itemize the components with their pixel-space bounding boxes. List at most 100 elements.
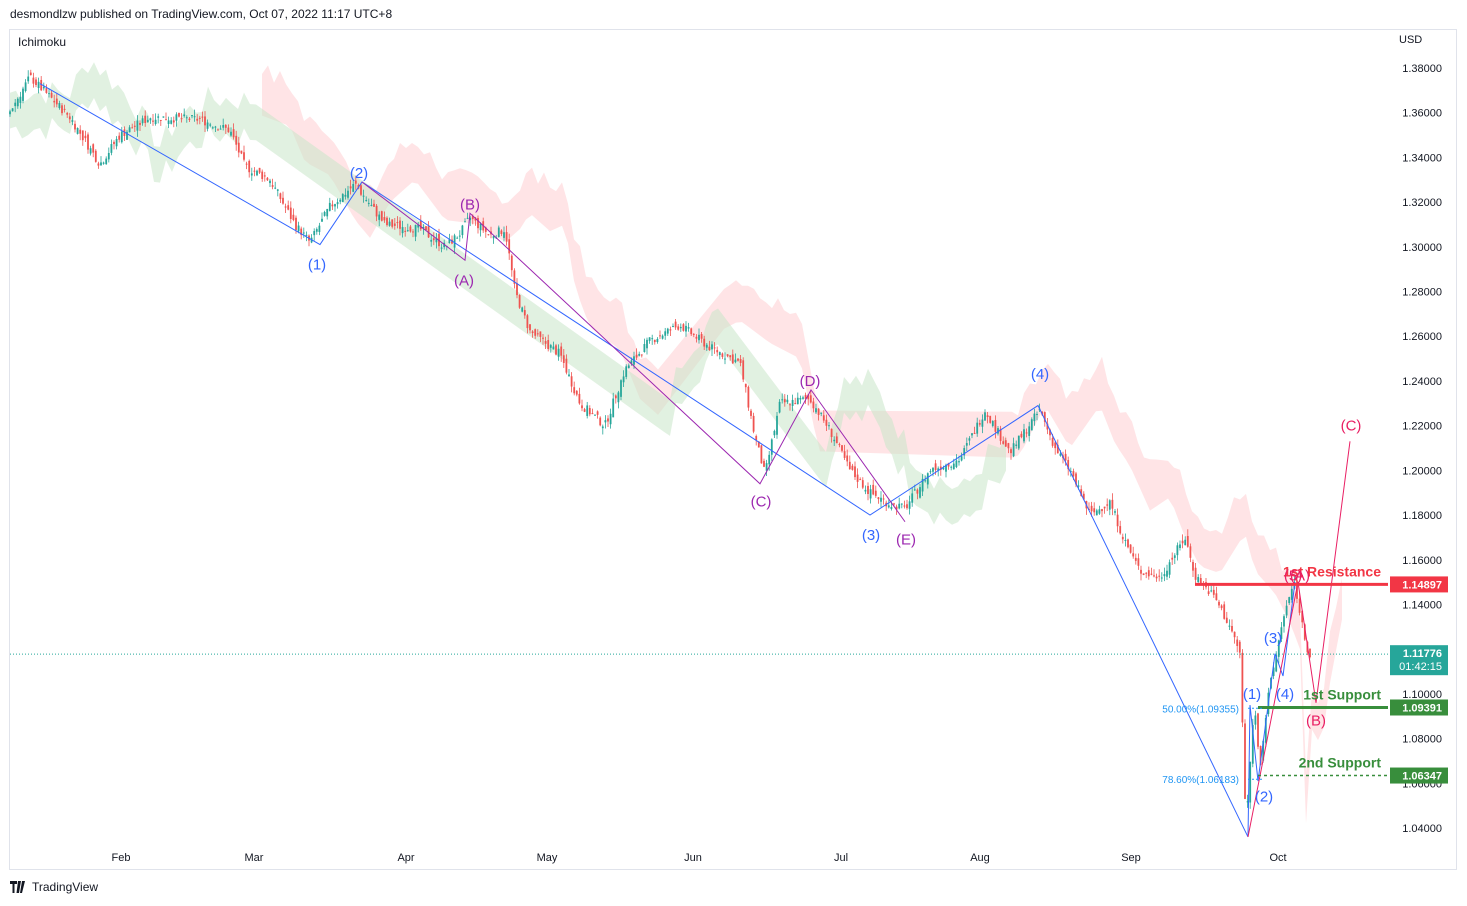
candle-body <box>1228 625 1231 627</box>
candle-body <box>323 212 326 216</box>
candle-body <box>414 224 417 237</box>
candle-body <box>674 321 677 328</box>
candle-body <box>266 177 269 181</box>
candle-body <box>807 394 810 400</box>
wave-pink-projection[interactable] <box>1247 441 1351 838</box>
candle-body <box>1220 605 1223 609</box>
candle-body <box>110 144 113 153</box>
candle-body <box>1046 423 1049 430</box>
candle-body <box>37 81 40 89</box>
candle-body <box>458 235 461 237</box>
candle-body <box>1244 723 1246 799</box>
candle-body <box>848 461 851 470</box>
candle-body <box>128 127 131 133</box>
candle-body <box>380 211 383 221</box>
candle-body <box>1210 590 1213 592</box>
candle-body <box>204 116 206 126</box>
candle-body <box>586 405 589 416</box>
level-price-tag <box>1390 767 1448 784</box>
candle-body <box>1007 443 1010 449</box>
candle-body <box>466 217 469 219</box>
candle-body <box>989 415 992 423</box>
tradingview-footer[interactable]: TradingView <box>10 880 98 894</box>
candle-body <box>952 463 955 470</box>
candle-body <box>1051 438 1054 446</box>
current-price-tag <box>1390 645 1448 676</box>
candle-body <box>19 96 22 103</box>
candle-body <box>276 189 279 191</box>
candle-body <box>1140 569 1142 574</box>
candle-body <box>1129 544 1132 553</box>
candle-body <box>144 115 147 123</box>
x-tick-label: May <box>537 852 558 864</box>
wave-purple-correction[interactable] <box>361 181 906 523</box>
candle-body <box>768 454 771 465</box>
candle-body <box>94 150 97 162</box>
candle-body <box>87 134 89 150</box>
candle-body <box>934 463 937 471</box>
candle-body <box>973 432 976 434</box>
candle-body <box>261 171 264 179</box>
candle-body <box>924 480 927 482</box>
candle-body <box>97 163 100 166</box>
candle-body <box>1028 426 1031 436</box>
candle-body <box>887 505 890 508</box>
candle-body <box>305 234 308 236</box>
candle-body <box>326 208 329 217</box>
candle-body <box>625 366 628 377</box>
x-tick-label: Feb <box>112 852 131 864</box>
candle-body <box>1049 429 1051 436</box>
candle-body <box>711 344 713 350</box>
candle-body <box>191 115 193 117</box>
candle-body <box>74 123 76 130</box>
candle-body <box>716 350 719 353</box>
candle-body <box>880 497 882 502</box>
candle-body <box>170 120 173 124</box>
candle-body <box>334 204 336 207</box>
candle-body <box>1069 471 1072 473</box>
current-price-tag-text: 1.11776 <box>1403 648 1442 660</box>
candle-body <box>401 227 404 234</box>
wave-blue-minor[interactable] <box>1247 582 1296 837</box>
wave-label: (C) <box>751 494 772 511</box>
candle-body <box>422 226 425 229</box>
candle-body <box>529 324 531 331</box>
wave-label: (1) <box>1243 686 1261 703</box>
candle-body <box>510 255 513 271</box>
candle-body <box>113 141 115 145</box>
candle-body <box>685 325 687 332</box>
wave-blue-primary[interactable] <box>39 83 1249 838</box>
indicator-label[interactable]: Ichimoku <box>18 35 67 49</box>
candle-body <box>895 506 898 510</box>
candle-body <box>126 131 128 140</box>
candle-body <box>40 79 43 91</box>
candle-body <box>560 346 563 356</box>
candle-body <box>698 334 700 341</box>
candle-body <box>1121 536 1124 540</box>
candle-body <box>830 428 833 437</box>
candle-body <box>217 129 219 131</box>
candle-body <box>1231 625 1233 632</box>
candle-body <box>573 387 576 394</box>
candle-body <box>1249 761 1252 803</box>
candle-body <box>302 232 305 234</box>
candle-body <box>16 98 19 107</box>
candle-body <box>107 153 110 160</box>
candle-body <box>336 202 339 205</box>
x-tick-label: Sep <box>1121 852 1141 864</box>
candle-body <box>1134 557 1137 561</box>
candle-body <box>209 124 212 126</box>
footer-brand: TradingView <box>32 880 99 894</box>
candle-body <box>383 217 386 221</box>
candle-body <box>92 144 95 153</box>
wave-label: (E) <box>896 532 916 549</box>
candle-body <box>1114 511 1116 513</box>
candle-body <box>562 355 565 363</box>
candle-body <box>799 397 802 400</box>
candle-body <box>79 129 82 134</box>
candle-body <box>1168 562 1171 575</box>
y-tick-label: 1.04000 <box>1402 823 1442 835</box>
candle-body <box>1137 558 1140 566</box>
candle-body <box>100 162 102 166</box>
